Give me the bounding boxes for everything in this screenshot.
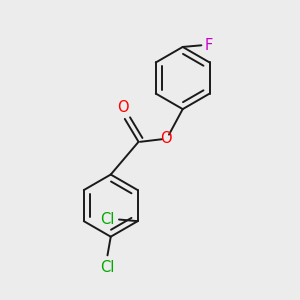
Text: F: F <box>205 38 213 53</box>
Text: Cl: Cl <box>100 260 115 274</box>
Text: O: O <box>160 131 172 146</box>
Text: O: O <box>117 100 129 115</box>
Text: Cl: Cl <box>100 212 115 227</box>
